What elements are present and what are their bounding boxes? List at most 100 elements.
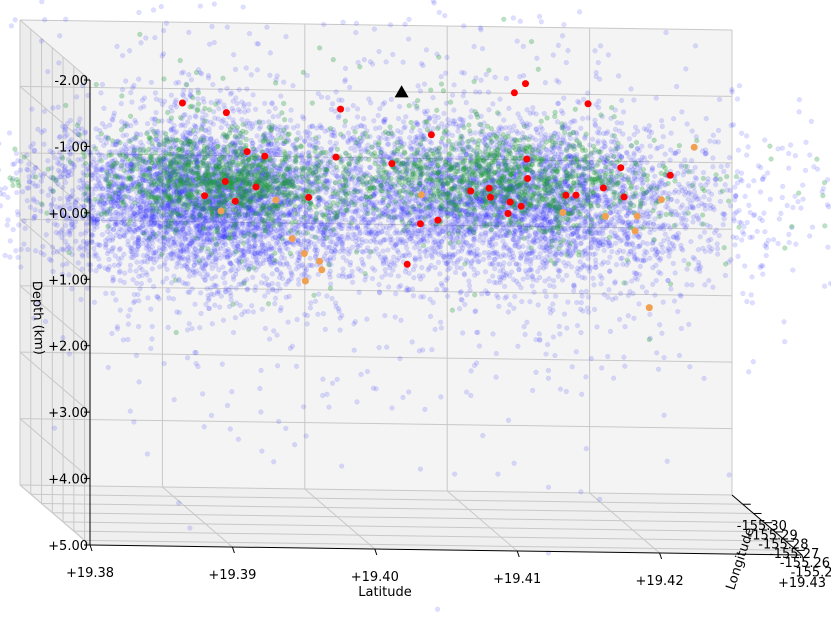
- data-point: [216, 267, 222, 273]
- data-point: [267, 205, 273, 211]
- data-point: [231, 225, 237, 231]
- data-point: [63, 16, 69, 22]
- data-point: [219, 361, 225, 367]
- data-point: [117, 166, 123, 172]
- data-point: [326, 404, 332, 410]
- data-point: [246, 227, 252, 233]
- data-point: [746, 369, 752, 375]
- data-point: [217, 304, 223, 310]
- data-point: [545, 484, 552, 490]
- data-point: [224, 24, 230, 30]
- data-point: [209, 23, 215, 30]
- data-point: [148, 345, 154, 352]
- data-point: [181, 87, 187, 93]
- data-point: [243, 65, 249, 71]
- data-point: [180, 91, 186, 98]
- data-point: [119, 188, 125, 194]
- data-point: [122, 187, 128, 193]
- data-point: [285, 246, 291, 252]
- data-point: [66, 206, 73, 212]
- data-point: [306, 274, 312, 280]
- data-point: [388, 96, 395, 103]
- data-point: [306, 135, 312, 141]
- data-point: [276, 418, 282, 425]
- data-point: [57, 196, 63, 202]
- data-point: [220, 232, 226, 238]
- data-point: [464, 389, 470, 395]
- data-point: [263, 233, 269, 239]
- data-point: [152, 158, 158, 165]
- data-point: [110, 181, 116, 187]
- data-point: [512, 293, 518, 300]
- data-point: [333, 140, 339, 146]
- data-point: [275, 363, 281, 369]
- data-point: [18, 264, 24, 270]
- data-point: [278, 231, 285, 238]
- data-point: [97, 242, 103, 248]
- grid-line-y-floor: [63, 521, 776, 533]
- data-point: [117, 234, 123, 240]
- data-point: [131, 292, 137, 298]
- data-point: [355, 176, 362, 183]
- grid-line-x-floor: [589, 492, 660, 554]
- data-point: [230, 98, 236, 104]
- data-point: [102, 124, 108, 130]
- data-point: [317, 175, 323, 181]
- data-point: [194, 268, 200, 274]
- data-point: [102, 211, 108, 217]
- data-point: [153, 207, 160, 213]
- data-point: [381, 237, 387, 243]
- data-point: [105, 267, 112, 273]
- data-point: [796, 97, 803, 103]
- data-point: [521, 196, 527, 202]
- data-point: [212, 115, 218, 121]
- data-point: [175, 247, 181, 254]
- data-point: [143, 35, 149, 41]
- data-point: [182, 234, 188, 241]
- data-point: [145, 250, 151, 257]
- data-point: [121, 251, 127, 257]
- data-point: [176, 255, 182, 262]
- data-point: [280, 276, 286, 282]
- data-point: [224, 254, 231, 260]
- data-point: [276, 274, 283, 281]
- data-point: [586, 264, 592, 270]
- data-point: [45, 69, 51, 75]
- data-point: [202, 170, 208, 176]
- data-point: [117, 268, 123, 274]
- data-point: [132, 239, 138, 246]
- data-point: [52, 155, 58, 161]
- data-point: [184, 249, 190, 255]
- data-point: [241, 175, 247, 182]
- data-point: [43, 232, 49, 238]
- data-point: [185, 119, 191, 125]
- data-point: [260, 188, 266, 194]
- data-point: [201, 239, 207, 245]
- data-point: [327, 210, 333, 216]
- data-point: [293, 363, 300, 369]
- data-point: [206, 305, 213, 312]
- data-point: [234, 176, 240, 183]
- data-point: [112, 253, 118, 259]
- data-point: [147, 277, 153, 283]
- data-point: [282, 230, 288, 237]
- data-point: [120, 212, 126, 218]
- data-point: [260, 202, 266, 209]
- data-point: [80, 180, 87, 187]
- data-point: [325, 159, 331, 165]
- data-point: [260, 252, 266, 258]
- data-point: [113, 222, 119, 228]
- data-point: [172, 242, 178, 249]
- data-point: [750, 359, 756, 365]
- data-point: [234, 221, 240, 228]
- data-point: [350, 279, 356, 285]
- data-point: [184, 261, 190, 267]
- data-point: [315, 228, 321, 234]
- data-point: [259, 306, 265, 312]
- grid-line-z-left: [19, 19, 91, 81]
- data-point: [275, 237, 281, 243]
- data-point: [233, 218, 239, 224]
- data-point: [736, 83, 743, 89]
- data-point: [166, 295, 172, 301]
- data-point: [151, 260, 157, 266]
